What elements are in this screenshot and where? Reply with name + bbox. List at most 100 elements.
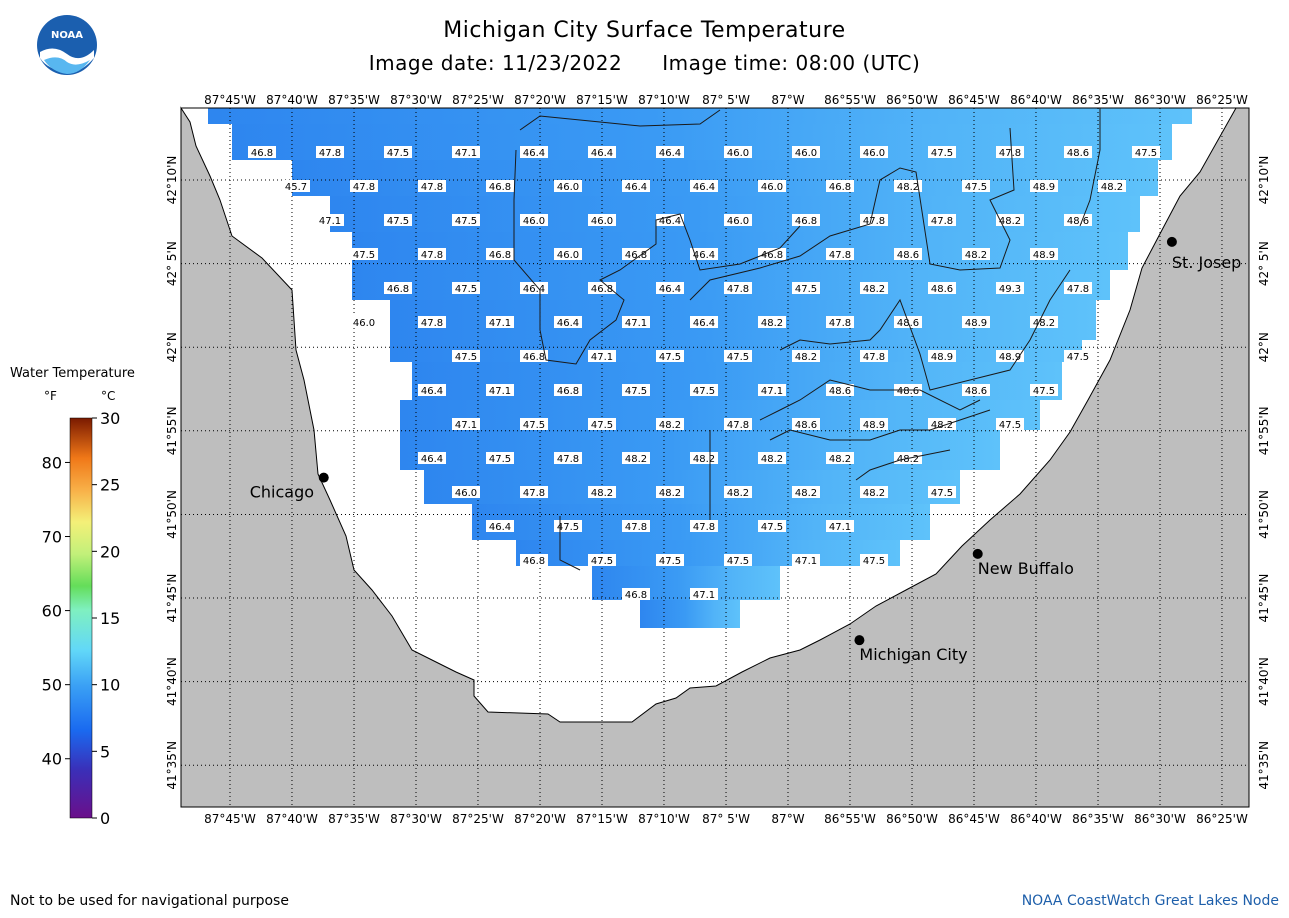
temp-label-box <box>928 146 956 158</box>
temp-label-box <box>792 486 820 498</box>
temp-label-box <box>622 520 650 532</box>
isotherm-line <box>519 109 721 131</box>
temp-label-box <box>350 316 378 328</box>
city-marker <box>854 635 865 646</box>
temp-label-box <box>860 282 888 294</box>
temp-label: 48.2 <box>693 454 715 465</box>
lat-label-left: 41°40'N <box>165 657 179 706</box>
lat-label-left: 41°45'N <box>165 574 179 623</box>
water-coverage <box>640 600 740 628</box>
temp-label: 48.9 <box>931 352 953 363</box>
temp-label: 48.6 <box>965 386 987 397</box>
temp-label: 48.6 <box>1067 148 1089 159</box>
temp-label-box <box>622 248 650 260</box>
temp-label: 47.5 <box>455 216 477 227</box>
logo-text: NOAA <box>51 30 83 41</box>
temp-label-box <box>724 350 752 362</box>
temp-label-box <box>724 146 752 158</box>
temp-label-box <box>690 316 718 328</box>
temp-label: 46.4 <box>421 454 443 465</box>
lon-label-bottom: 86°50'W <box>886 812 938 826</box>
water-coverage <box>592 566 780 600</box>
temp-label-box <box>1132 146 1160 158</box>
temp-label-box <box>928 350 956 362</box>
temp-label: 47.8 <box>319 148 341 159</box>
temp-label-box <box>792 214 820 226</box>
temp-label-box <box>826 384 854 396</box>
temp-label: 47.8 <box>693 522 715 533</box>
temp-label-box <box>486 384 514 396</box>
temp-label: 48.2 <box>727 488 749 499</box>
temp-label: 48.2 <box>863 488 885 499</box>
temp-label-box <box>1030 180 1058 192</box>
city-label: New Buffalo <box>978 559 1074 578</box>
temp-label-box <box>792 554 820 566</box>
temp-label-box <box>520 486 548 498</box>
temp-label: 46.0 <box>727 216 749 227</box>
temp-label: 47.1 <box>319 216 341 227</box>
temp-label: 48.9 <box>965 318 987 329</box>
temp-label-box <box>554 180 582 192</box>
temp-label-box <box>758 180 786 192</box>
temp-label: 46.8 <box>387 284 409 295</box>
temp-label-box <box>418 180 446 192</box>
lat-label-left: 41°35'N <box>165 741 179 790</box>
temp-label-box <box>928 214 956 226</box>
temp-label: 46.4 <box>659 284 681 295</box>
lon-label-bottom: 87°30'W <box>390 812 442 826</box>
lon-label-top: 86°45'W <box>948 93 1000 107</box>
isotherm-line <box>1079 108 1101 227</box>
temp-label-box <box>792 418 820 430</box>
lon-label-bottom: 87°15'W <box>576 812 628 826</box>
temp-label: 46.0 <box>557 250 579 261</box>
city-label: Chicago <box>250 483 314 502</box>
temp-label-box <box>350 248 378 260</box>
lon-label-bottom: 87°45'W <box>204 812 256 826</box>
lon-label-bottom: 86°30'W <box>1134 812 1186 826</box>
temp-label-box <box>656 350 684 362</box>
temp-label-box <box>384 282 412 294</box>
temp-label: 47.5 <box>795 284 817 295</box>
temp-label: 46.4 <box>659 216 681 227</box>
temp-label-box <box>520 146 548 158</box>
temp-label: 47.8 <box>421 250 443 261</box>
legend-unit-f: °F <box>44 389 57 403</box>
temp-label-box <box>1064 282 1092 294</box>
lat-label-right: 41°55'N <box>1257 406 1271 455</box>
lon-label-top: 87°25'W <box>452 93 504 107</box>
temp-label-box <box>622 588 650 600</box>
lon-label-bottom: 87°10'W <box>638 812 690 826</box>
temp-label: 47.5 <box>931 148 953 159</box>
temp-label-box <box>588 282 616 294</box>
legend-label-f: 50 <box>42 676 62 695</box>
temp-label-box <box>928 282 956 294</box>
lat-label-right: 42°N <box>1257 332 1271 362</box>
temp-label: 48.2 <box>829 454 851 465</box>
temp-label-box <box>928 418 956 430</box>
temp-label-box <box>520 418 548 430</box>
temp-label-box <box>826 520 854 532</box>
temp-label: 46.4 <box>523 284 545 295</box>
temp-label-box <box>826 248 854 260</box>
temp-label-box <box>860 486 888 498</box>
temp-label: 48.2 <box>761 454 783 465</box>
temp-label: 47.5 <box>489 454 511 465</box>
temp-label-box <box>826 180 854 192</box>
lon-label-top: 87°35'W <box>328 93 380 107</box>
lon-label-top: 86°50'W <box>886 93 938 107</box>
temp-label: 47.5 <box>591 420 613 431</box>
temp-label-box <box>894 180 922 192</box>
temp-label: 47.1 <box>591 352 613 363</box>
isotherm-line <box>689 127 1015 301</box>
temp-label: 47.5 <box>727 352 749 363</box>
isotherm-line <box>769 409 991 441</box>
temp-label: 46.8 <box>625 250 647 261</box>
temp-label: 47.5 <box>659 556 681 567</box>
temp-label-box <box>520 214 548 226</box>
lon-label-bottom: 86°40'W <box>1010 812 1062 826</box>
credit-text: NOAA CoastWatch Great Lakes Node <box>1021 893 1279 909</box>
temp-label-box <box>418 384 446 396</box>
temp-label: 47.5 <box>591 556 613 567</box>
temp-label-box <box>656 214 684 226</box>
temp-label: 48.6 <box>931 284 953 295</box>
